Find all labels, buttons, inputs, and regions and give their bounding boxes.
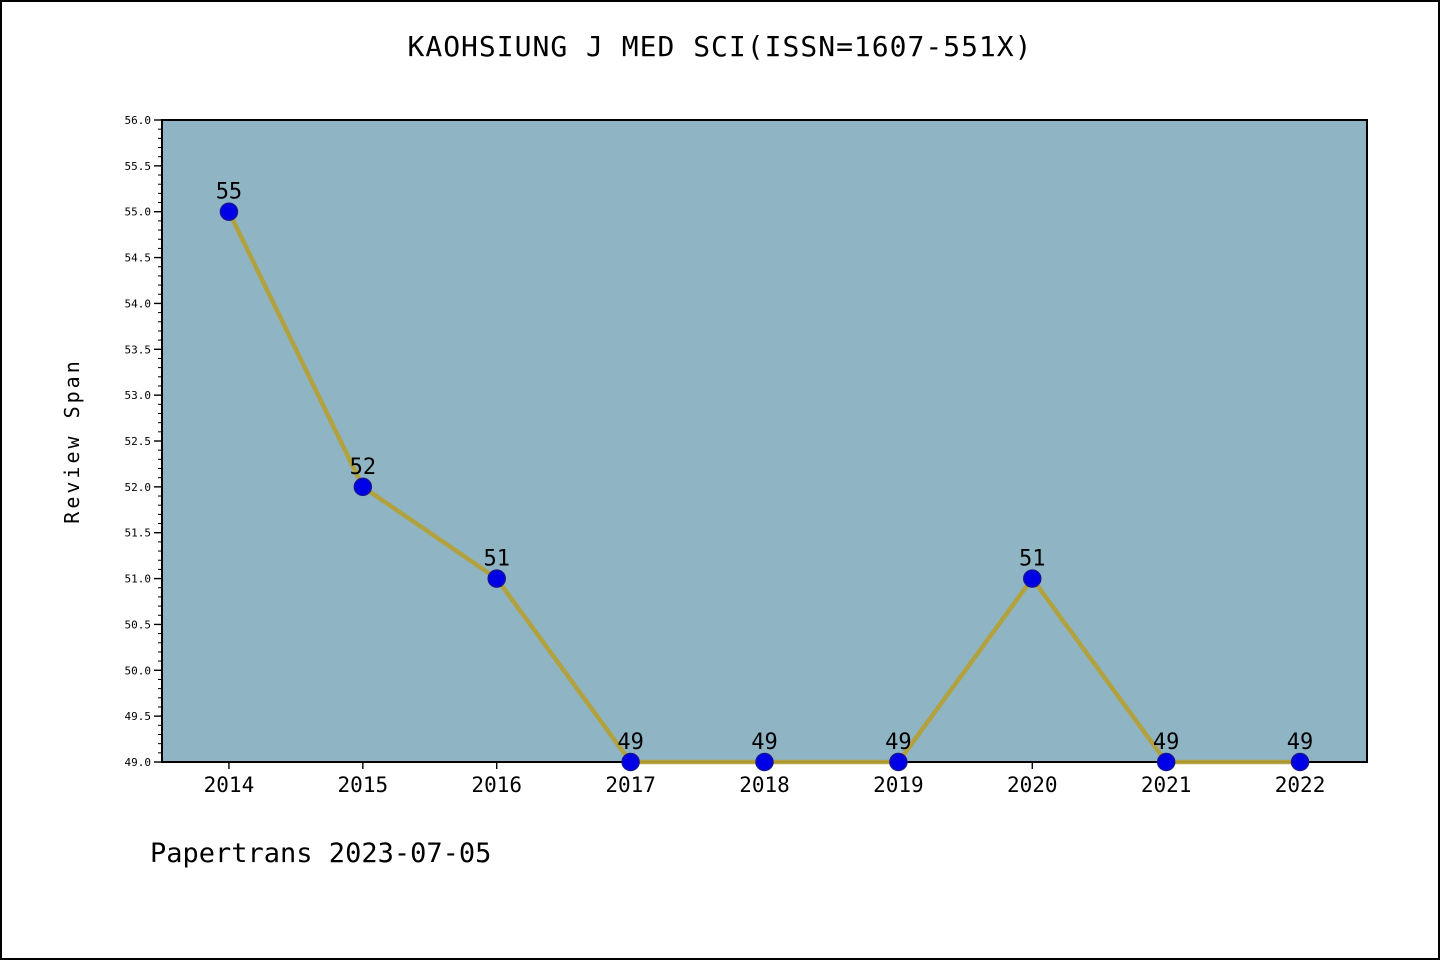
x-tick-label: 2019	[873, 773, 924, 797]
point-value-label: 49	[751, 730, 778, 755]
point-value-label: 55	[216, 180, 243, 205]
x-tick-label: 2017	[605, 773, 656, 797]
y-tick-label: 55.0	[125, 206, 152, 219]
point-value-label: 51	[1019, 547, 1046, 572]
point-value-label: 51	[483, 547, 510, 572]
x-tick-label: 2022	[1275, 773, 1326, 797]
data-point	[755, 752, 774, 772]
data-point	[219, 202, 239, 221]
x-tick-label: 2018	[739, 773, 790, 797]
data-point	[1023, 569, 1042, 588]
watermark-text: Papertrans 2023-07-05	[150, 838, 492, 869]
y-tick-label: 51.0	[125, 573, 152, 586]
x-tick-label: 2015	[338, 773, 389, 797]
data-point	[487, 569, 506, 588]
y-tick-label: 53.5	[125, 343, 152, 356]
data-point	[1156, 752, 1176, 772]
point-value-label: 49	[1153, 730, 1180, 755]
y-tick-label: 49.0	[125, 756, 152, 769]
y-tick-label: 50.5	[125, 618, 152, 631]
plot-background	[161, 119, 1368, 763]
y-tick-label: 56.0	[125, 114, 152, 127]
data-point	[353, 477, 373, 497]
data-point	[1290, 752, 1310, 772]
y-tick-label: 49.5	[125, 710, 152, 723]
y-tick-label: 52.5	[125, 435, 152, 448]
y-axis-label: Review Span	[60, 358, 84, 523]
y-tick-label: 52.0	[125, 481, 152, 494]
point-value-label: 49	[885, 730, 912, 755]
point-value-label: 49	[1287, 730, 1314, 755]
chart-title: KAOHSIUNG J MED SCI(ISSN=1607-551X)	[407, 30, 1033, 63]
x-tick-label: 2016	[471, 773, 522, 797]
point-value-label: 52	[350, 455, 377, 480]
point-value-label: 49	[617, 730, 644, 755]
x-tick-label: 2014	[204, 773, 255, 797]
data-point	[889, 752, 908, 772]
plot-area-group: 49.0 49.5 50.0 50.5 51.0 51.5 52.0 52.5 53.0 53.5…	[125, 114, 1368, 797]
y-tick-label: 54.5	[125, 252, 152, 265]
x-tick-label: 2021	[1141, 773, 1192, 797]
y-tick-label: 53.0	[125, 389, 152, 402]
y-tick-label: 55.5	[125, 160, 152, 173]
y-tick-label: 50.0	[125, 664, 152, 677]
data-point	[621, 752, 640, 772]
y-tick-label: 51.5	[125, 527, 152, 540]
y-tick-label: 54.0	[125, 297, 152, 310]
x-tick-label: 2020	[1007, 773, 1058, 797]
